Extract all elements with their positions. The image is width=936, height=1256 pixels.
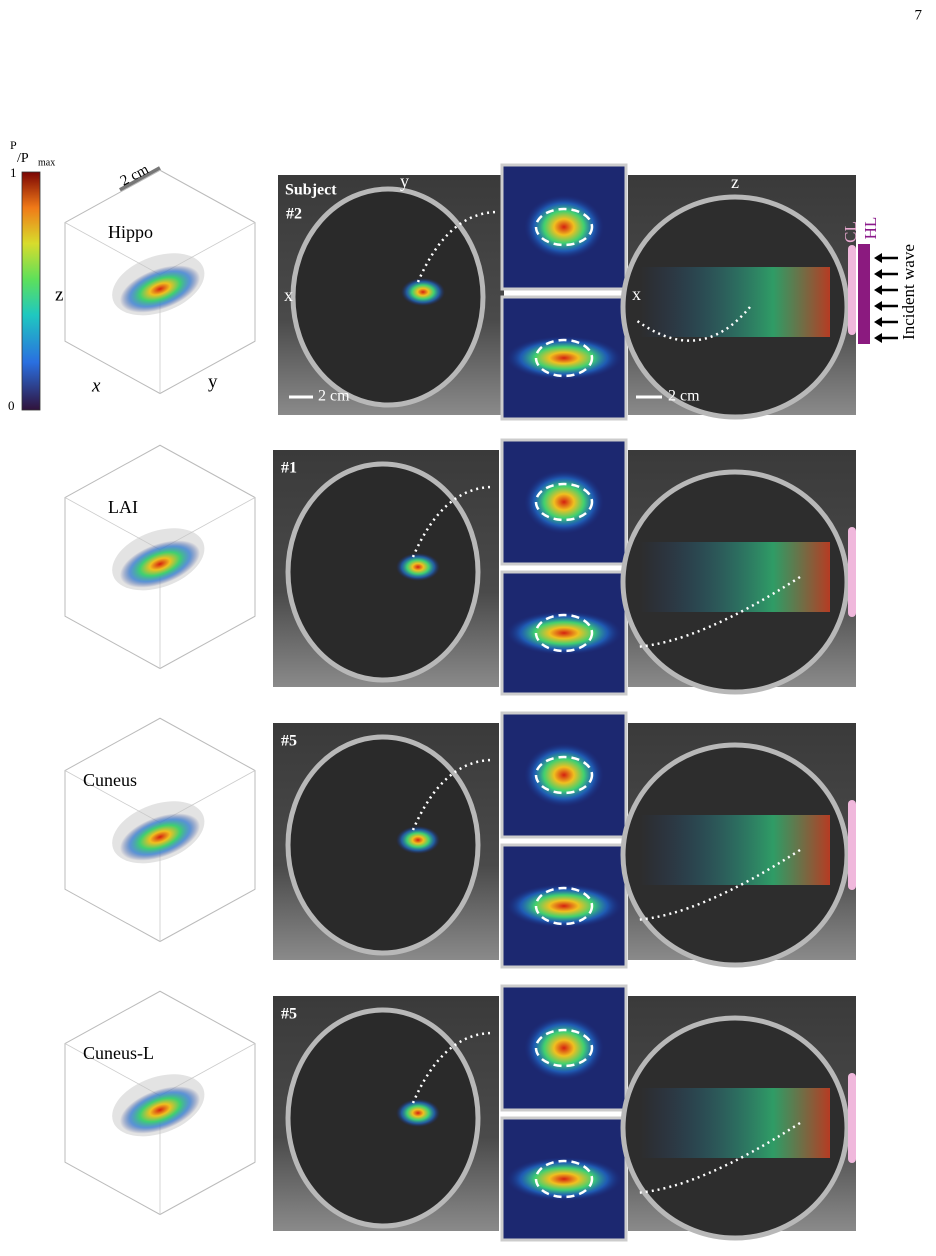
incident-label: Incident wave [899, 244, 918, 340]
focus-left [396, 1099, 440, 1127]
axis-label: y [400, 171, 409, 191]
skull [285, 1007, 481, 1229]
beam [640, 542, 830, 612]
inset-focus [506, 611, 622, 655]
wave-arrowhead [874, 253, 882, 263]
colorbar [21, 171, 41, 411]
target-outline [534, 482, 594, 522]
skull [290, 186, 486, 408]
beam [640, 267, 830, 337]
cube-axis-x: x [91, 375, 101, 396]
target-outline [534, 1159, 594, 1199]
wave-arrowhead [874, 333, 882, 343]
subject-header: Subject [285, 182, 337, 199]
colorbar-label-top: P [10, 138, 17, 152]
cube-axis-z: z [55, 284, 63, 305]
subject-id: #1 [281, 460, 297, 477]
focus-left [396, 826, 440, 854]
scale-label: 2 cm [318, 388, 350, 405]
dotted-arrow [411, 758, 494, 831]
lens [848, 527, 856, 617]
inset-focus [524, 470, 604, 534]
dotted-arrow [416, 210, 499, 283]
wave-arrowhead [874, 317, 882, 327]
wave-arrowhead [874, 301, 882, 311]
transducer [858, 244, 870, 344]
lens [848, 1073, 856, 1163]
transducer-label: HL [861, 217, 880, 240]
colorbar-tick: 0 [8, 398, 15, 413]
roi-pressure [119, 265, 201, 313]
target-outline [534, 207, 594, 247]
subject-id: #5 [281, 733, 297, 750]
cube-axis-y: y [208, 371, 218, 392]
inset-focus [524, 1016, 604, 1080]
cube-scale-label: 2 cm [118, 161, 152, 189]
dotted-arrow [635, 575, 801, 649]
colorbar-tick: 1 [10, 165, 17, 180]
colorbar-label-bottom: /P [17, 151, 29, 166]
target-outline [534, 755, 594, 795]
skull [285, 734, 481, 956]
wave-arrowhead [874, 269, 882, 279]
lens [848, 245, 856, 335]
region-label: Cuneus [83, 770, 137, 790]
cube-scale-bar [119, 166, 161, 192]
region-label: LAI [108, 497, 138, 517]
inset-focus [506, 336, 622, 380]
target-outline [534, 1028, 594, 1068]
target-outline [534, 886, 594, 926]
roi-pressure [119, 813, 201, 861]
region-label: Cuneus-L [83, 1043, 154, 1063]
subject-id: #5 [281, 1006, 297, 1023]
axis-label: x [284, 285, 293, 305]
wave-arrowhead [874, 285, 882, 295]
dotted-arrow [411, 485, 494, 558]
scale-label: 2 cm [668, 388, 700, 405]
dotted-arrow [635, 1121, 801, 1195]
beam [640, 1088, 830, 1158]
dotted-arrow [635, 848, 801, 922]
inset-focus [524, 195, 604, 259]
roi-pressure [119, 540, 201, 588]
axis-label: z [731, 172, 739, 192]
region-label: Hippo [108, 222, 153, 242]
inset-focus [506, 1157, 622, 1201]
axis-label: x [632, 284, 641, 304]
page-number: 7 [915, 7, 923, 23]
subject-id: #2 [286, 206, 302, 223]
skull [285, 461, 481, 683]
inset-focus [524, 743, 604, 807]
dotted-arrow [411, 1031, 494, 1104]
target-outline [534, 338, 594, 378]
lens [848, 800, 856, 890]
target-outline [534, 613, 594, 653]
beam [640, 815, 830, 885]
inset-focus [506, 884, 622, 928]
roi-pressure [119, 1086, 201, 1134]
focus-left [401, 278, 445, 306]
focus-left [396, 553, 440, 581]
colorbar-label-sub: max [38, 157, 55, 168]
lens-label: CL [841, 221, 860, 243]
